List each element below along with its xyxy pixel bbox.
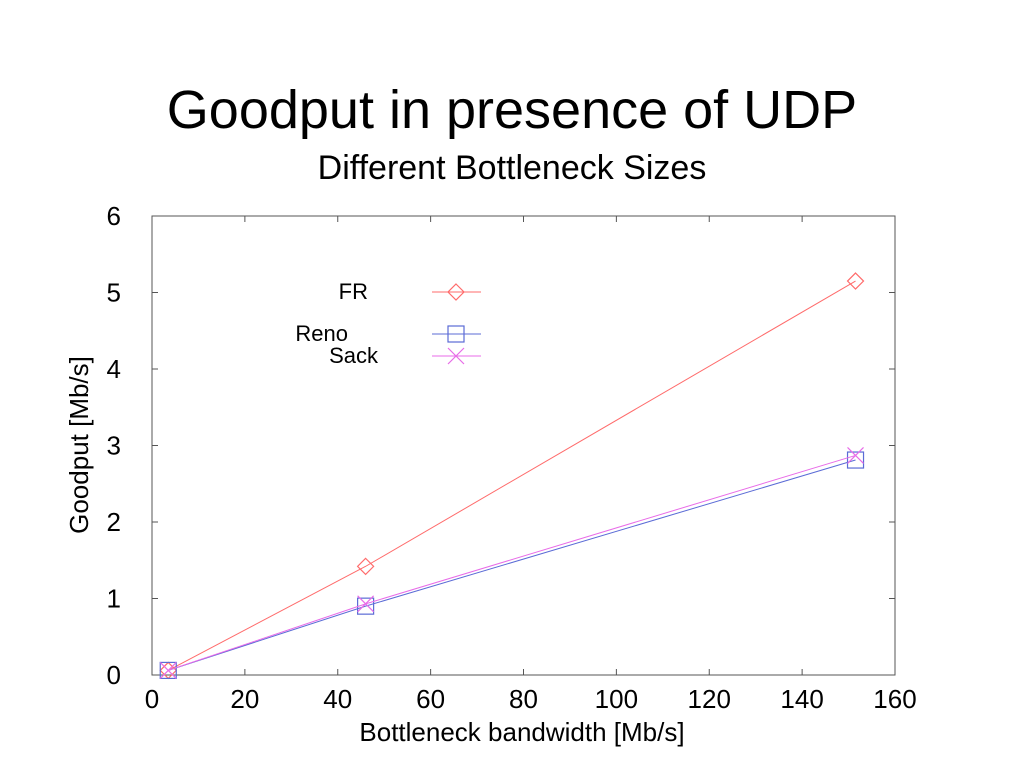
series-layer <box>159 272 865 680</box>
y-tick-label: 5 <box>107 278 121 308</box>
x-tick-label: 0 <box>145 684 159 714</box>
data-point-fr <box>846 272 865 290</box>
data-point-reno <box>159 661 177 680</box>
x-tick-label: 140 <box>780 684 823 714</box>
y-tick-label: 2 <box>107 507 121 537</box>
series-fr <box>159 272 865 680</box>
x-tick-label: 60 <box>416 684 445 714</box>
series-reno <box>159 451 865 680</box>
x-tick-label: 80 <box>509 684 538 714</box>
chart-title: Goodput in presence of UDP <box>166 80 858 140</box>
plot-frame <box>151 215 896 676</box>
y-tick-label: 3 <box>107 431 121 461</box>
data-point-sack <box>159 661 177 679</box>
series-line-reno <box>168 459 856 671</box>
legend-item-fr: FR <box>339 279 481 304</box>
data-point-sack <box>847 447 864 464</box>
legend-swatch-marker <box>447 325 465 343</box>
data-point-reno <box>846 451 865 469</box>
series-line-fr <box>168 280 856 671</box>
x-axis-label: Bottleneck bandwidth [Mb/s] <box>359 717 684 747</box>
legend-swatch-marker <box>447 347 465 365</box>
x-tick-label: 160 <box>873 684 916 714</box>
chart-subtitle: Different Bottleneck Sizes <box>317 149 707 187</box>
y-axis-label: Goodput [Mb/s] <box>64 356 94 534</box>
x-tick-label: 100 <box>595 684 638 714</box>
x-tick-label: 120 <box>688 684 731 714</box>
x-tick-label: 20 <box>230 684 259 714</box>
y-tick-label: 6 <box>107 201 121 231</box>
legend-label: Reno <box>295 321 348 346</box>
legend-swatch-marker <box>447 283 465 301</box>
legend-label: FR <box>339 279 368 304</box>
y-tick-label: 0 <box>107 660 121 690</box>
data-point-sack <box>357 595 375 613</box>
legend-label: Sack <box>329 343 379 368</box>
legend-item-reno: Reno <box>295 321 481 346</box>
legend-item-sack: Sack <box>329 343 481 368</box>
x-tick-label: 40 <box>323 684 352 714</box>
axis-ticks: 0 20 40 60 80 100 120 140 160 0 1 2 3 4 5 6 <box>107 201 917 714</box>
data-point-fr <box>356 557 375 576</box>
y-tick-label: 1 <box>107 584 121 614</box>
y-tick-label: 4 <box>107 354 121 384</box>
series-sack <box>159 447 864 679</box>
